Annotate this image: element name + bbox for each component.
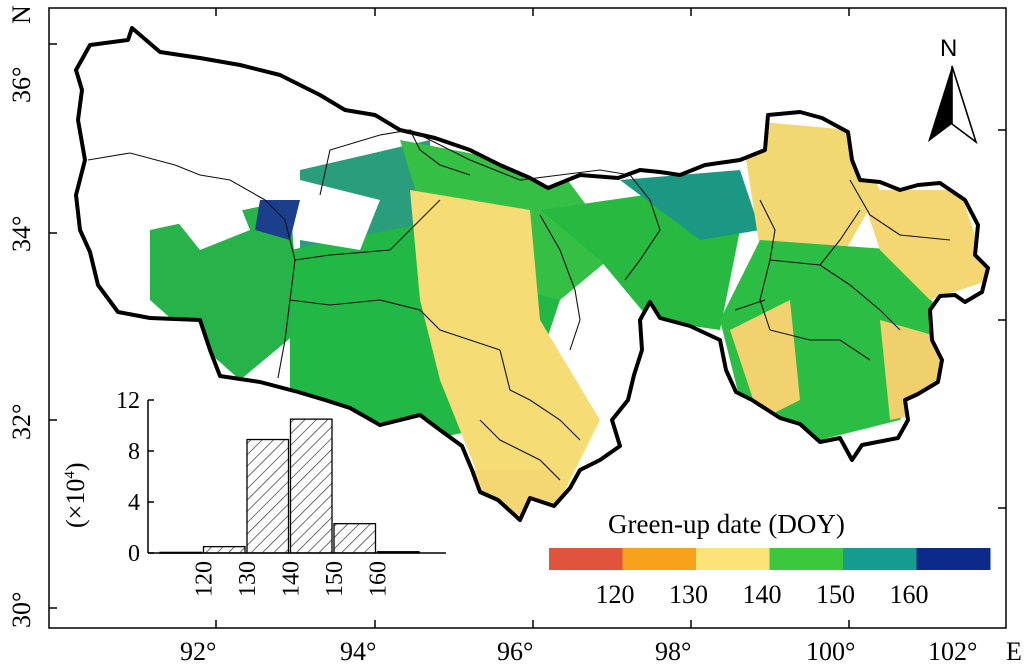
- legend-swatch-5: [916, 548, 991, 570]
- hist-y-axis-label: (×104): [61, 463, 90, 529]
- lat-tick-34: 34°: [7, 216, 36, 252]
- green-up-raster: [76, 28, 988, 520]
- north-arrow-label: N: [940, 35, 957, 62]
- legend-swatch-1: [622, 548, 697, 570]
- hist-xtick-label-150: 150: [322, 561, 348, 597]
- hist-ytick-label-4: 4: [128, 490, 140, 516]
- north-arrow: N: [928, 35, 978, 145]
- lat-axis-letter: N: [7, 5, 36, 24]
- legend-title: Green-up date (DOY): [608, 509, 845, 539]
- lon-tick-100: 100°: [806, 637, 855, 666]
- hist-bar-130-140: [246, 438, 290, 554]
- histogram-inset: 0 4 8 12 120 130 140 150 160 (×104): [61, 388, 446, 597]
- legend: Green-up date (DOY) 120 130 140 150 160: [549, 509, 991, 609]
- north-arrow-icon: [928, 66, 952, 142]
- legend-swatch-2: [696, 548, 770, 570]
- lat-tick-32: 32°: [7, 404, 36, 440]
- hist-xtick-label-140: 140: [279, 561, 305, 597]
- hist-xtick-label-130: 130: [235, 561, 261, 597]
- county-boundaries: [87, 129, 951, 481]
- hist-xtick-label-160: 160: [366, 561, 392, 597]
- legend-swatch-3: [769, 548, 844, 570]
- latitude-labels: 30° 32° 34° 36° N: [7, 5, 36, 628]
- hist-ytick-label-0: 0: [128, 541, 140, 567]
- hist-bar-120-130: [202, 545, 246, 554]
- legend-tick-label-120: 120: [596, 580, 635, 609]
- longitude-labels: 92° 94° 96° 98° 100° 102° E: [180, 637, 1022, 666]
- legend-swatch-4: [843, 548, 917, 570]
- hist-bar-160-170: [376, 551, 420, 554]
- hist-bar-110-120: [159, 551, 203, 554]
- hist-ytick-label-12: 12: [116, 388, 140, 414]
- lon-tick-102: 102°: [928, 637, 977, 666]
- hist-bar-150-160: [333, 523, 377, 554]
- lon-tick-98: 98°: [655, 637, 691, 666]
- legend-swatch-0: [549, 548, 623, 570]
- hist-bar-140-150: [289, 418, 333, 554]
- legend-tick-label-160: 160: [890, 580, 929, 609]
- lat-tick-30: 30°: [7, 592, 36, 628]
- lat-tick-36: 36°: [7, 67, 36, 103]
- lon-axis-letter: E: [1006, 637, 1022, 666]
- lon-tick-94: 94°: [340, 637, 376, 666]
- lon-tick-96: 96°: [497, 637, 533, 666]
- legend-tick-label-140: 140: [743, 580, 782, 609]
- legend-tick-label-150: 150: [816, 580, 855, 609]
- study-area-boundary: [74, 26, 990, 522]
- frame-ticks: [49, 8, 1006, 628]
- hist-ytick-label-8: 8: [128, 439, 140, 465]
- legend-tick-label-130: 130: [669, 580, 708, 609]
- hist-xtick-label-120: 120: [192, 561, 218, 597]
- lon-tick-92: 92°: [180, 637, 216, 666]
